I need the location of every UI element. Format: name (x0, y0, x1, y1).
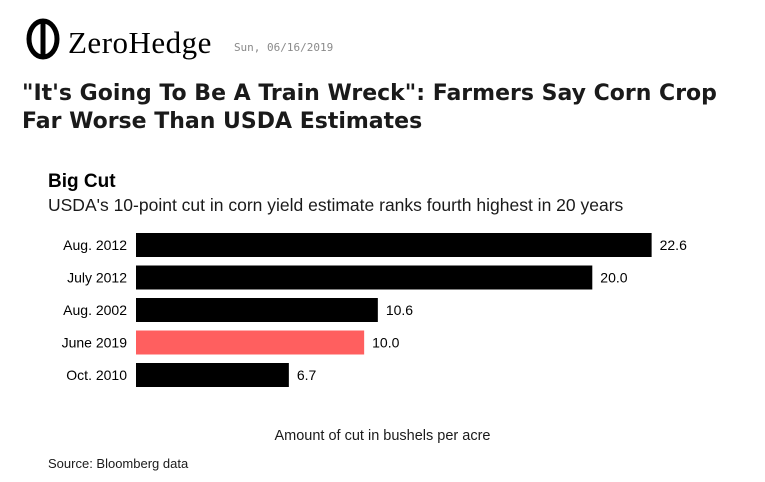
bar-oct-2010 (136, 363, 289, 387)
value-label-july-2012: 20.0 (600, 270, 627, 286)
category-label-june-2019: June 2019 (62, 335, 128, 351)
value-label-oct-2010: 6.7 (297, 367, 317, 383)
bar-aug-2002 (136, 298, 378, 322)
site-header: ZeroHedge Sun, 06/16/2019 (26, 14, 333, 60)
value-label-june-2019: 10.0 (372, 335, 399, 351)
zerohedge-logo-icon[interactable] (26, 18, 60, 60)
bar-aug-2012 (136, 233, 652, 257)
chart-subtitle: USDA's 10-point cut in corn yield estima… (48, 195, 624, 215)
category-label-aug-2012: Aug. 2012 (63, 237, 127, 253)
chart-source: Source: Bloomberg data (48, 456, 189, 471)
article-headline[interactable]: "It's Going To Be A Train Wreck": Farmer… (22, 81, 717, 134)
value-label-aug-2002: 10.6 (386, 302, 413, 318)
article-date: Sun, 06/16/2019 (233, 41, 334, 54)
category-label-aug-2002: Aug. 2002 (63, 302, 127, 318)
value-label-aug-2012: 22.6 (660, 237, 687, 253)
category-label-oct-2010: Oct. 2010 (66, 367, 127, 383)
category-label-july-2012: July 2012 (67, 270, 127, 286)
site-name[interactable]: ZeroHedge (68, 25, 212, 60)
bar-july-2012 (136, 265, 593, 290)
bar-june-2019 (136, 330, 365, 355)
x-axis-title: Amount of cut in bushels per acre (274, 428, 491, 444)
chart-title: Big Cut (48, 171, 116, 192)
bar-chart: Aug. 2012 22.6 July 2012 20.0 Aug. 2002 10.6 J… (62, 233, 687, 387)
